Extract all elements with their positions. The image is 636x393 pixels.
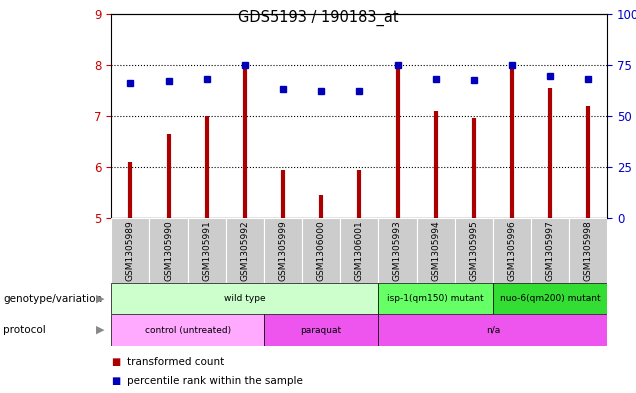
Bar <box>378 218 417 283</box>
Text: protocol: protocol <box>3 325 46 335</box>
Text: ▶: ▶ <box>97 325 105 335</box>
Text: control (untreated): control (untreated) <box>144 326 231 334</box>
Text: nuo-6(qm200) mutant: nuo-6(qm200) mutant <box>500 294 600 303</box>
Text: GSM1305990: GSM1305990 <box>164 220 173 281</box>
Text: ▶: ▶ <box>97 294 105 304</box>
Bar <box>417 218 455 283</box>
Text: GSM1305996: GSM1305996 <box>508 220 516 281</box>
Text: GSM1305991: GSM1305991 <box>202 220 211 281</box>
Bar <box>226 218 264 283</box>
Text: GSM1305993: GSM1305993 <box>393 220 402 281</box>
Bar <box>111 314 264 346</box>
Text: GSM1305994: GSM1305994 <box>431 220 440 281</box>
Text: wild type: wild type <box>224 294 266 303</box>
Text: GSM1306000: GSM1306000 <box>317 220 326 281</box>
Text: GSM1305998: GSM1305998 <box>584 220 593 281</box>
Bar <box>455 218 493 283</box>
Text: n/a: n/a <box>486 326 500 334</box>
Bar <box>493 218 531 283</box>
Bar <box>493 283 607 314</box>
Bar <box>569 218 607 283</box>
Bar <box>264 218 302 283</box>
Bar <box>378 314 607 346</box>
Bar <box>149 218 188 283</box>
Bar <box>340 218 378 283</box>
Bar <box>188 218 226 283</box>
Bar <box>302 218 340 283</box>
Text: ■: ■ <box>111 376 121 386</box>
Text: isp-1(qm150) mutant: isp-1(qm150) mutant <box>387 294 484 303</box>
Text: paraquat: paraquat <box>301 326 342 334</box>
Text: genotype/variation: genotype/variation <box>3 294 102 304</box>
Bar <box>111 218 149 283</box>
Text: transformed count: transformed count <box>127 357 225 367</box>
Text: GSM1305989: GSM1305989 <box>126 220 135 281</box>
Bar <box>111 283 378 314</box>
Text: GSM1305992: GSM1305992 <box>240 220 249 281</box>
Bar <box>531 218 569 283</box>
Text: GSM1305999: GSM1305999 <box>279 220 287 281</box>
Text: GSM1306001: GSM1306001 <box>355 220 364 281</box>
Text: GSM1305997: GSM1305997 <box>546 220 555 281</box>
Bar <box>378 283 493 314</box>
Text: GSM1305995: GSM1305995 <box>469 220 478 281</box>
Text: GDS5193 / 190183_at: GDS5193 / 190183_at <box>238 10 398 26</box>
Text: percentile rank within the sample: percentile rank within the sample <box>127 376 303 386</box>
Bar <box>264 314 378 346</box>
Text: ■: ■ <box>111 357 121 367</box>
